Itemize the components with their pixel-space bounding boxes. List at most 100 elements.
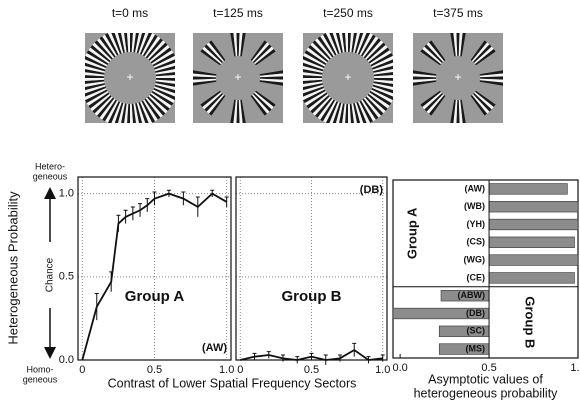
grating [460, 99, 466, 124]
grating [139, 101, 153, 125]
grating [123, 103, 129, 128]
grating [80, 71, 105, 77]
grating [80, 78, 105, 82]
y-axis-label: Heterogeneous Probability [5, 191, 20, 345]
subject-label: (AW) [202, 342, 227, 354]
grating [251, 94, 270, 114]
grating [153, 55, 177, 69]
x-axis-label: heterogeneous probability [414, 386, 559, 400]
bar [488, 272, 575, 284]
grating [133, 103, 140, 128]
error-bar [352, 342, 357, 357]
grating [144, 36, 161, 58]
grating [304, 50, 327, 65]
grating [428, 95, 446, 116]
grating [370, 89, 393, 103]
grating [310, 95, 330, 114]
grating [149, 93, 170, 111]
grating [143, 99, 158, 122]
grating [348, 103, 352, 128]
grating [150, 47, 172, 64]
grating [259, 80, 284, 86]
grating [192, 70, 217, 76]
category-label: (SC) [467, 326, 486, 336]
grating [192, 73, 217, 78]
grating [81, 61, 106, 72]
grating [105, 33, 119, 56]
grating [479, 76, 504, 80]
grating [83, 87, 107, 101]
grating [110, 102, 122, 126]
grating [298, 65, 323, 73]
grating [133, 28, 140, 53]
grating [136, 102, 147, 127]
grating [154, 58, 178, 70]
grating [90, 93, 111, 111]
grating [138, 30, 150, 54]
grating [317, 98, 334, 120]
grating [426, 42, 445, 62]
bar [488, 201, 579, 213]
bar [488, 236, 575, 248]
grating [304, 91, 327, 106]
grating [325, 31, 339, 55]
error-bar [224, 196, 229, 207]
grating [357, 31, 371, 55]
grating [126, 28, 130, 53]
grating [298, 78, 323, 82]
grating [240, 32, 246, 57]
grating [354, 102, 365, 127]
grating [130, 103, 134, 128]
grating [99, 98, 116, 120]
grating [154, 86, 178, 98]
grating [456, 99, 460, 125]
grating [255, 90, 276, 108]
grating [200, 90, 221, 108]
grating [354, 29, 365, 54]
grating [426, 94, 445, 114]
grating [312, 40, 331, 60]
grating [308, 45, 329, 63]
grating [117, 28, 125, 53]
grating [255, 48, 276, 66]
grating [338, 28, 345, 53]
grating [113, 29, 124, 54]
grating [458, 32, 463, 57]
grating [300, 58, 324, 70]
grating [366, 95, 386, 114]
error-bar [252, 352, 257, 360]
grating [479, 70, 504, 76]
y-tick-label: 0.0 [59, 354, 74, 366]
grating [102, 99, 117, 122]
grating [366, 42, 386, 61]
grating [130, 28, 134, 53]
grating [367, 93, 388, 111]
stimulus-border [297, 27, 399, 129]
grating [151, 50, 174, 65]
grating [259, 70, 284, 76]
x-tick-label: 0 [79, 364, 85, 376]
grating [107, 101, 121, 125]
grating [90, 45, 111, 63]
stimulus-border [79, 27, 181, 129]
grating [151, 91, 174, 106]
grating [460, 32, 466, 57]
grating [192, 78, 217, 83]
grating [428, 40, 446, 61]
grating [372, 58, 396, 70]
grating [204, 93, 223, 112]
grating [208, 95, 226, 116]
grating [474, 46, 494, 65]
grating [331, 102, 342, 127]
grating [152, 53, 175, 67]
grating [353, 28, 361, 53]
category-label: (CS) [467, 237, 486, 247]
grating [357, 101, 371, 125]
fixation: + [454, 70, 461, 84]
grating [192, 80, 217, 86]
grating [259, 76, 284, 80]
grating [298, 83, 323, 91]
grating [359, 33, 373, 56]
grating [323, 100, 337, 123]
x-axis-label: Contrast of Lower Spatial Frequency Sect… [108, 376, 357, 390]
